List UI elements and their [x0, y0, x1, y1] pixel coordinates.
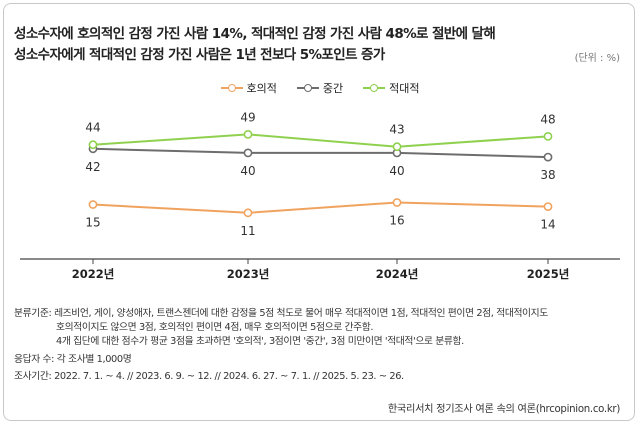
data-point-hostile	[243, 129, 253, 139]
legend-label-neutral: 중간	[322, 82, 344, 95]
data-label-hostile: 48	[540, 112, 555, 126]
data-point-neutral	[543, 152, 553, 162]
data-label-favorable: 11	[240, 224, 255, 238]
x-tick-label: 2024년	[376, 267, 419, 281]
legend-item-favorable: 호의적	[220, 80, 277, 96]
x-tick-label: 2022년	[72, 267, 115, 281]
note-classification-1: 분류기준: 레즈비언, 게이, 양성애자, 트랜스젠더에 대한 감정을 5점 척…	[14, 308, 548, 319]
note-classification-3: 4개 집단에 대한 점수가 평균 3점을 초과하면 '호의적', 3점이면 '중…	[56, 336, 464, 348]
data-point-favorable	[243, 208, 253, 218]
data-point-hostile	[543, 131, 553, 141]
legend-item-hostile: 적대적	[363, 80, 420, 96]
legend-item-neutral: 중간	[296, 80, 344, 96]
data-label-favorable: 14	[540, 218, 555, 232]
chart-frame	[3, 3, 635, 421]
series-line-neutral	[92, 147, 549, 159]
legend-swatch-hostile	[363, 83, 386, 93]
legend-label-hostile: 적대적	[389, 82, 420, 95]
data-label-neutral: 40	[389, 164, 404, 178]
data-point-neutral	[243, 148, 253, 158]
series-line-hostile	[92, 133, 549, 148]
data-label-hostile: 49	[240, 110, 255, 124]
unit-label: (단위 : %)	[574, 53, 620, 64]
x-tick-label: 2025년	[527, 267, 570, 281]
data-label-hostile: 44	[85, 121, 100, 135]
data-label-favorable: 15	[85, 216, 100, 230]
data-point-hostile	[88, 140, 98, 150]
data-label-neutral: 42	[85, 160, 100, 174]
data-label-neutral: 38	[540, 168, 555, 182]
series-line-favorable	[92, 201, 549, 214]
chart-title-line1: 성소수자에 호의적인 감정 가진 사람 14%, 적대적인 감정 가진 사람 4…	[14, 26, 496, 42]
note-classification-2: 호의적이지도 않으면 3점, 호의적인 편이면 4점, 매우 호의적이면 5점으…	[56, 322, 374, 334]
chart-title-line2: 성소수자에게 적대적인 감정 가진 사람은 1년 전보다 5%포인트 증가	[14, 47, 385, 63]
data-point-favorable	[88, 200, 98, 209]
data-point-favorable	[392, 198, 402, 207]
x-tick-label: 2023년	[227, 267, 270, 281]
data-label-neutral: 40	[240, 164, 255, 178]
chart-legend: 호의적 중간 적대적	[0, 80, 640, 96]
data-label-hostile: 43	[389, 123, 404, 137]
data-point-favorable	[543, 202, 553, 211]
legend-label-favorable: 호의적	[246, 82, 277, 95]
note-respondents: 응답자 수: 각 조사별 1,000명	[14, 353, 132, 365]
data-label-favorable: 16	[389, 214, 404, 228]
legend-swatch-favorable	[220, 83, 243, 93]
source-credit: 한국리서치 정기조사 여론 속의 여론(hrcopinion.co.kr)	[387, 404, 620, 415]
legend-swatch-neutral	[296, 83, 319, 93]
data-point-hostile	[392, 142, 402, 152]
chart-notes: 분류기준: 레즈비언, 게이, 양성애자, 트랜스젠더에 대한 감정을 5점 척…	[14, 307, 548, 384]
note-survey-period: 조사기간: 2022. 7. 1. ~ 4. // 2023. 6. 9. ~ …	[14, 370, 404, 382]
